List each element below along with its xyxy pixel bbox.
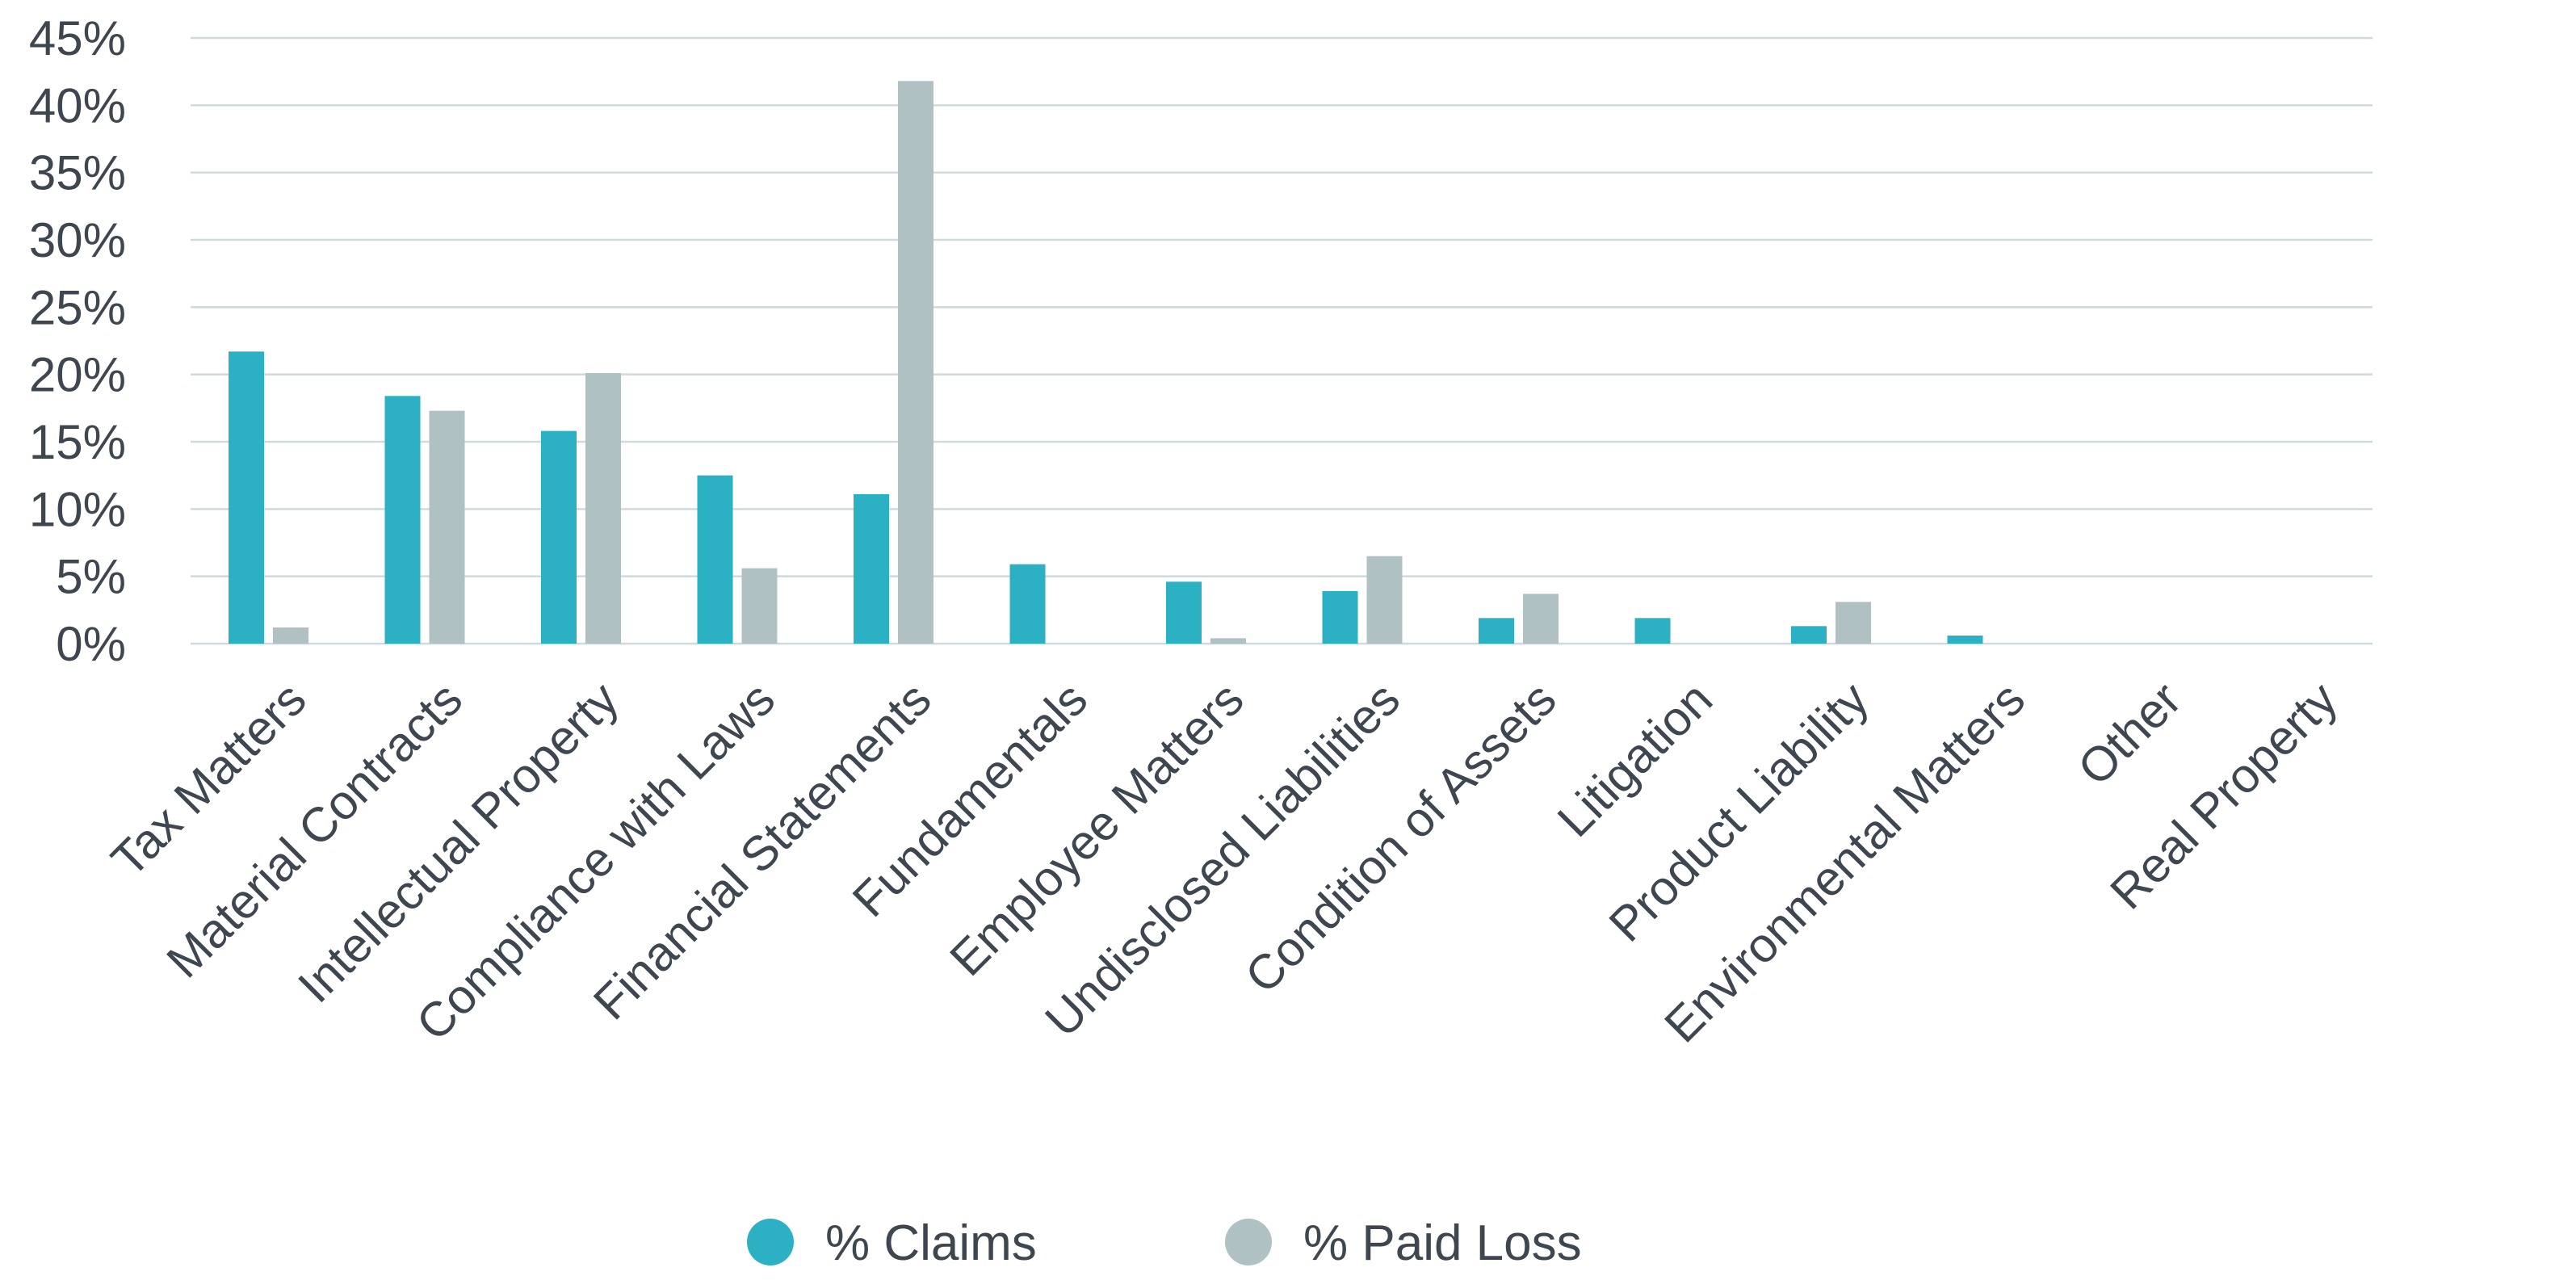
bars xyxy=(229,81,1983,644)
y-tick-label: 30% xyxy=(29,213,126,267)
y-tick-label: 35% xyxy=(29,146,126,200)
legend-label: % Claims xyxy=(825,1215,1037,1271)
legend-item-claims: % Claims xyxy=(747,1215,1037,1271)
y-axis-ticks: 0% 5% 10% 15% 20% 25% 30% 35% 40% 45% xyxy=(29,11,126,671)
legend-swatch xyxy=(1225,1219,1272,1265)
bar-paid-loss xyxy=(1366,556,1403,644)
y-tick-label: 5% xyxy=(56,550,126,604)
bar-claims xyxy=(1322,591,1358,644)
bar-claims xyxy=(1791,626,1827,644)
legend-label: % Paid Loss xyxy=(1303,1215,1582,1271)
bar-paid-loss xyxy=(898,81,933,644)
bar-claims xyxy=(854,494,889,644)
bar-claims xyxy=(697,475,733,644)
x-category-label: Product Liability xyxy=(1599,672,1879,952)
x-category-label: Condition of Assets xyxy=(1235,672,1567,1004)
bar-paid-loss xyxy=(1836,602,1871,644)
bar-claims xyxy=(384,396,421,644)
y-tick-label: 15% xyxy=(29,415,126,469)
gridlines xyxy=(191,36,2373,645)
bar-claims xyxy=(1166,581,1202,644)
bar-paid-loss xyxy=(429,410,465,644)
x-category-label: Material Contracts xyxy=(157,672,473,988)
legend: % Claims % Paid Loss xyxy=(747,1215,1582,1271)
bar-claims xyxy=(1009,564,1046,644)
y-tick-label: 0% xyxy=(56,617,126,671)
x-category-label: Other xyxy=(2067,672,2191,795)
legend-item-paid-loss: % Paid Loss xyxy=(1225,1215,1582,1271)
bar-claims xyxy=(541,430,577,644)
y-tick-label: 40% xyxy=(29,78,126,132)
y-tick-label: 45% xyxy=(29,11,126,65)
legend-swatch xyxy=(747,1219,794,1265)
bar-paid-loss xyxy=(741,568,778,644)
bar-paid-loss xyxy=(585,373,621,644)
y-tick-label: 20% xyxy=(29,348,126,402)
bar-claims xyxy=(1479,618,1514,644)
y-tick-label: 25% xyxy=(29,280,126,334)
bar-claims xyxy=(229,351,264,644)
bar-paid-loss xyxy=(1210,638,1246,644)
bar-paid-loss xyxy=(273,627,308,644)
y-tick-label: 10% xyxy=(29,482,126,536)
x-category-label: Employee Matters xyxy=(939,672,1253,986)
bar-paid-loss xyxy=(1523,594,1559,644)
bar-claims xyxy=(1634,618,1671,644)
bar-claims xyxy=(1947,636,1983,644)
